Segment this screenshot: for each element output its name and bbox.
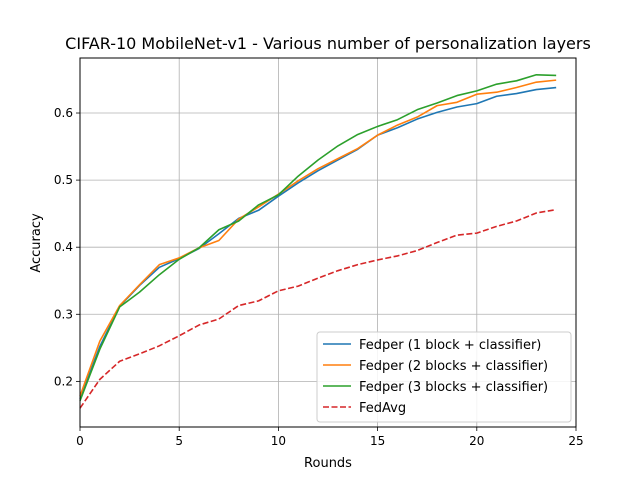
x-axis-label: Rounds: [304, 456, 352, 471]
x-tick-label: 20: [469, 434, 484, 448]
legend-label-1: Fedper (1 block + classifier): [359, 338, 541, 353]
y-tick-label: 0.2: [54, 374, 73, 388]
legend-box: [316, 331, 572, 423]
y-axis-ticks: 0.2 0.3 0.4 0.5 0.6: [54, 106, 80, 388]
chart-title: CIFAR-10 MobileNet-v1 - Various number o…: [65, 34, 591, 53]
x-tick-label: 5: [175, 434, 183, 448]
legend: Fedper (1 block + classifier) Fedper (2 b…: [316, 331, 572, 423]
series-line-1: [79, 86, 557, 400]
series-line-3: [79, 73, 557, 402]
x-tick-label: 25: [568, 434, 583, 448]
y-tick-label: 0.4: [54, 240, 73, 254]
x-axis-ticks: 0 5 10 15 20 25: [76, 427, 584, 448]
series-line-2: [79, 79, 557, 397]
x-tick-label: 10: [271, 434, 286, 448]
legend-label-3: Fedper (3 blocks + classifier): [359, 380, 548, 395]
x-tick-label: 0: [76, 434, 84, 448]
y-tick-label: 0.5: [54, 173, 73, 187]
x-tick-label: 15: [370, 434, 385, 448]
y-tick-label: 0.3: [54, 307, 73, 321]
y-axis-label: Accuracy: [29, 213, 44, 273]
plot-frame: [79, 57, 577, 428]
legend-label-2: Fedper (2 blocks + classifier): [359, 359, 548, 374]
series-layer: [79, 73, 557, 409]
y-tick-label: 0.6: [54, 106, 73, 120]
legend-label-4: FedAvg: [359, 401, 406, 416]
series-line-4: [79, 208, 557, 409]
